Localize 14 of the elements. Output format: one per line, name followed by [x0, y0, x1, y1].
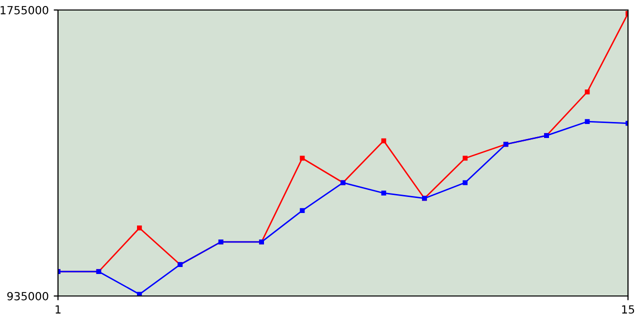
point: [584, 119, 590, 124]
point: [462, 180, 468, 186]
point: [381, 190, 386, 196]
x-tick-label: 1: [56, 305, 61, 314]
y-tick-label: 1755000: [0, 6, 48, 14]
point: [300, 208, 305, 213]
y-tick-label: 935000: [7, 292, 48, 300]
x-tick-label: 15: [622, 305, 634, 314]
point: [137, 292, 142, 296]
point: [584, 90, 590, 94]
point: [300, 156, 305, 161]
point: [381, 138, 386, 144]
point: [137, 226, 142, 230]
point: [462, 156, 468, 161]
